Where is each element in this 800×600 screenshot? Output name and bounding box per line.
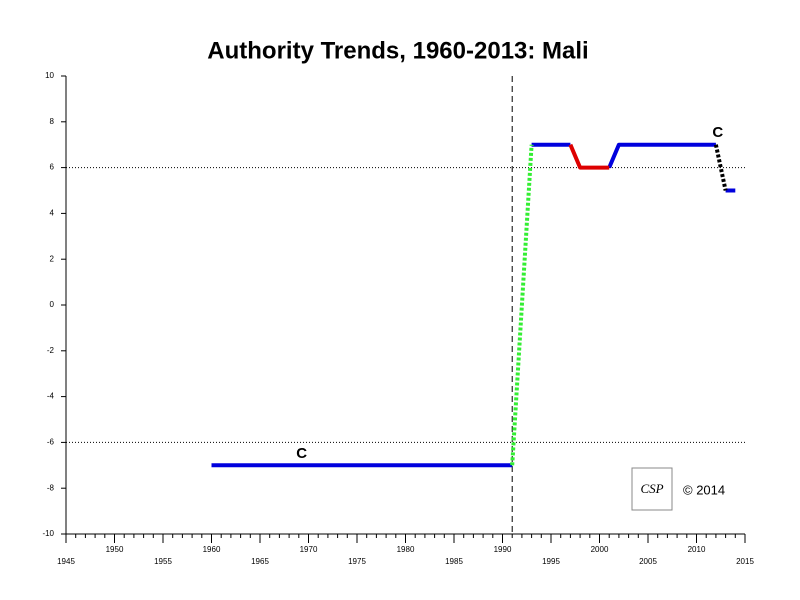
y-tick-label: 10 bbox=[45, 71, 54, 80]
x-tick-label: 1990 bbox=[494, 545, 512, 554]
x-tick-label: 1970 bbox=[300, 545, 318, 554]
y-tick-label: -8 bbox=[47, 483, 55, 492]
x-tick-label: 2005 bbox=[639, 557, 657, 566]
logo-box bbox=[631, 467, 673, 511]
x-tick-label: 1960 bbox=[203, 545, 221, 554]
y-tick-label: 0 bbox=[50, 300, 55, 309]
x-tick-label: 1950 bbox=[106, 545, 124, 554]
y-tick-label: 6 bbox=[50, 163, 55, 172]
y-tick-label: -6 bbox=[47, 438, 55, 447]
x-tick-label: 1980 bbox=[397, 545, 415, 554]
x-tick-label: 2000 bbox=[591, 545, 609, 554]
series-line bbox=[568, 143, 610, 170]
x-tick-label: 2010 bbox=[688, 545, 706, 554]
x-tick-label: 1965 bbox=[251, 557, 269, 566]
y-tick-label: -4 bbox=[47, 392, 55, 401]
x-tick-label: 1955 bbox=[154, 557, 172, 566]
chart-title: Authority Trends, 1960-2013: Mali bbox=[207, 37, 588, 64]
x-tick-label: 1995 bbox=[542, 557, 560, 566]
series-line bbox=[211, 142, 736, 468]
annotation: C bbox=[712, 124, 723, 141]
x-tick-label: 1985 bbox=[445, 557, 463, 566]
copyright: © 2014 bbox=[683, 482, 725, 497]
logo: CSP bbox=[640, 481, 663, 496]
x-tick-label: 1975 bbox=[348, 557, 366, 566]
series-line bbox=[510, 144, 534, 466]
annotation: C bbox=[296, 445, 307, 462]
y-tick-label: -10 bbox=[42, 529, 54, 538]
x-tick-label: 2015 bbox=[736, 557, 754, 566]
y-tick-label: -2 bbox=[47, 346, 55, 355]
series-line bbox=[713, 144, 728, 191]
y-tick-label: 8 bbox=[50, 117, 55, 126]
y-tick-label: 4 bbox=[50, 209, 55, 218]
y-tick-label: 2 bbox=[50, 254, 55, 263]
x-tick-label: 1945 bbox=[57, 557, 75, 566]
